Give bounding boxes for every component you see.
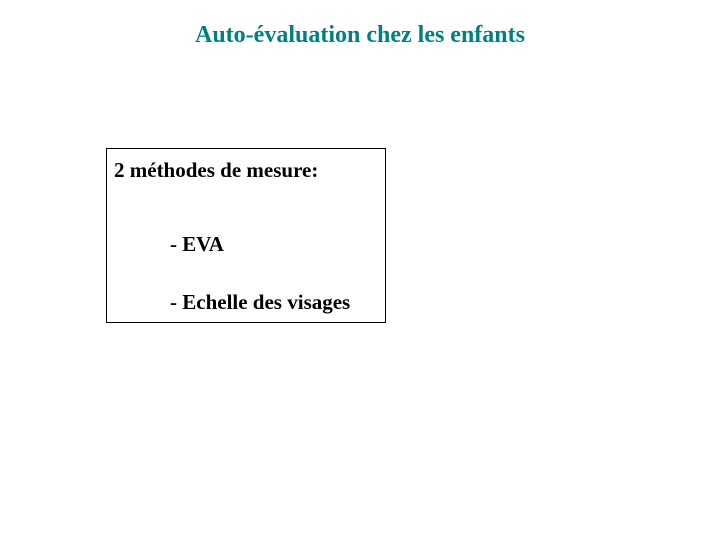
slide: Auto-évaluation chez les enfants 2 métho… xyxy=(0,0,720,540)
slide-title: Auto-évaluation chez les enfants xyxy=(0,22,720,49)
list-item: - Echelle des visages xyxy=(170,290,350,315)
methods-heading: 2 méthodes de mesure: xyxy=(114,158,318,183)
list-item: - EVA xyxy=(170,232,224,257)
